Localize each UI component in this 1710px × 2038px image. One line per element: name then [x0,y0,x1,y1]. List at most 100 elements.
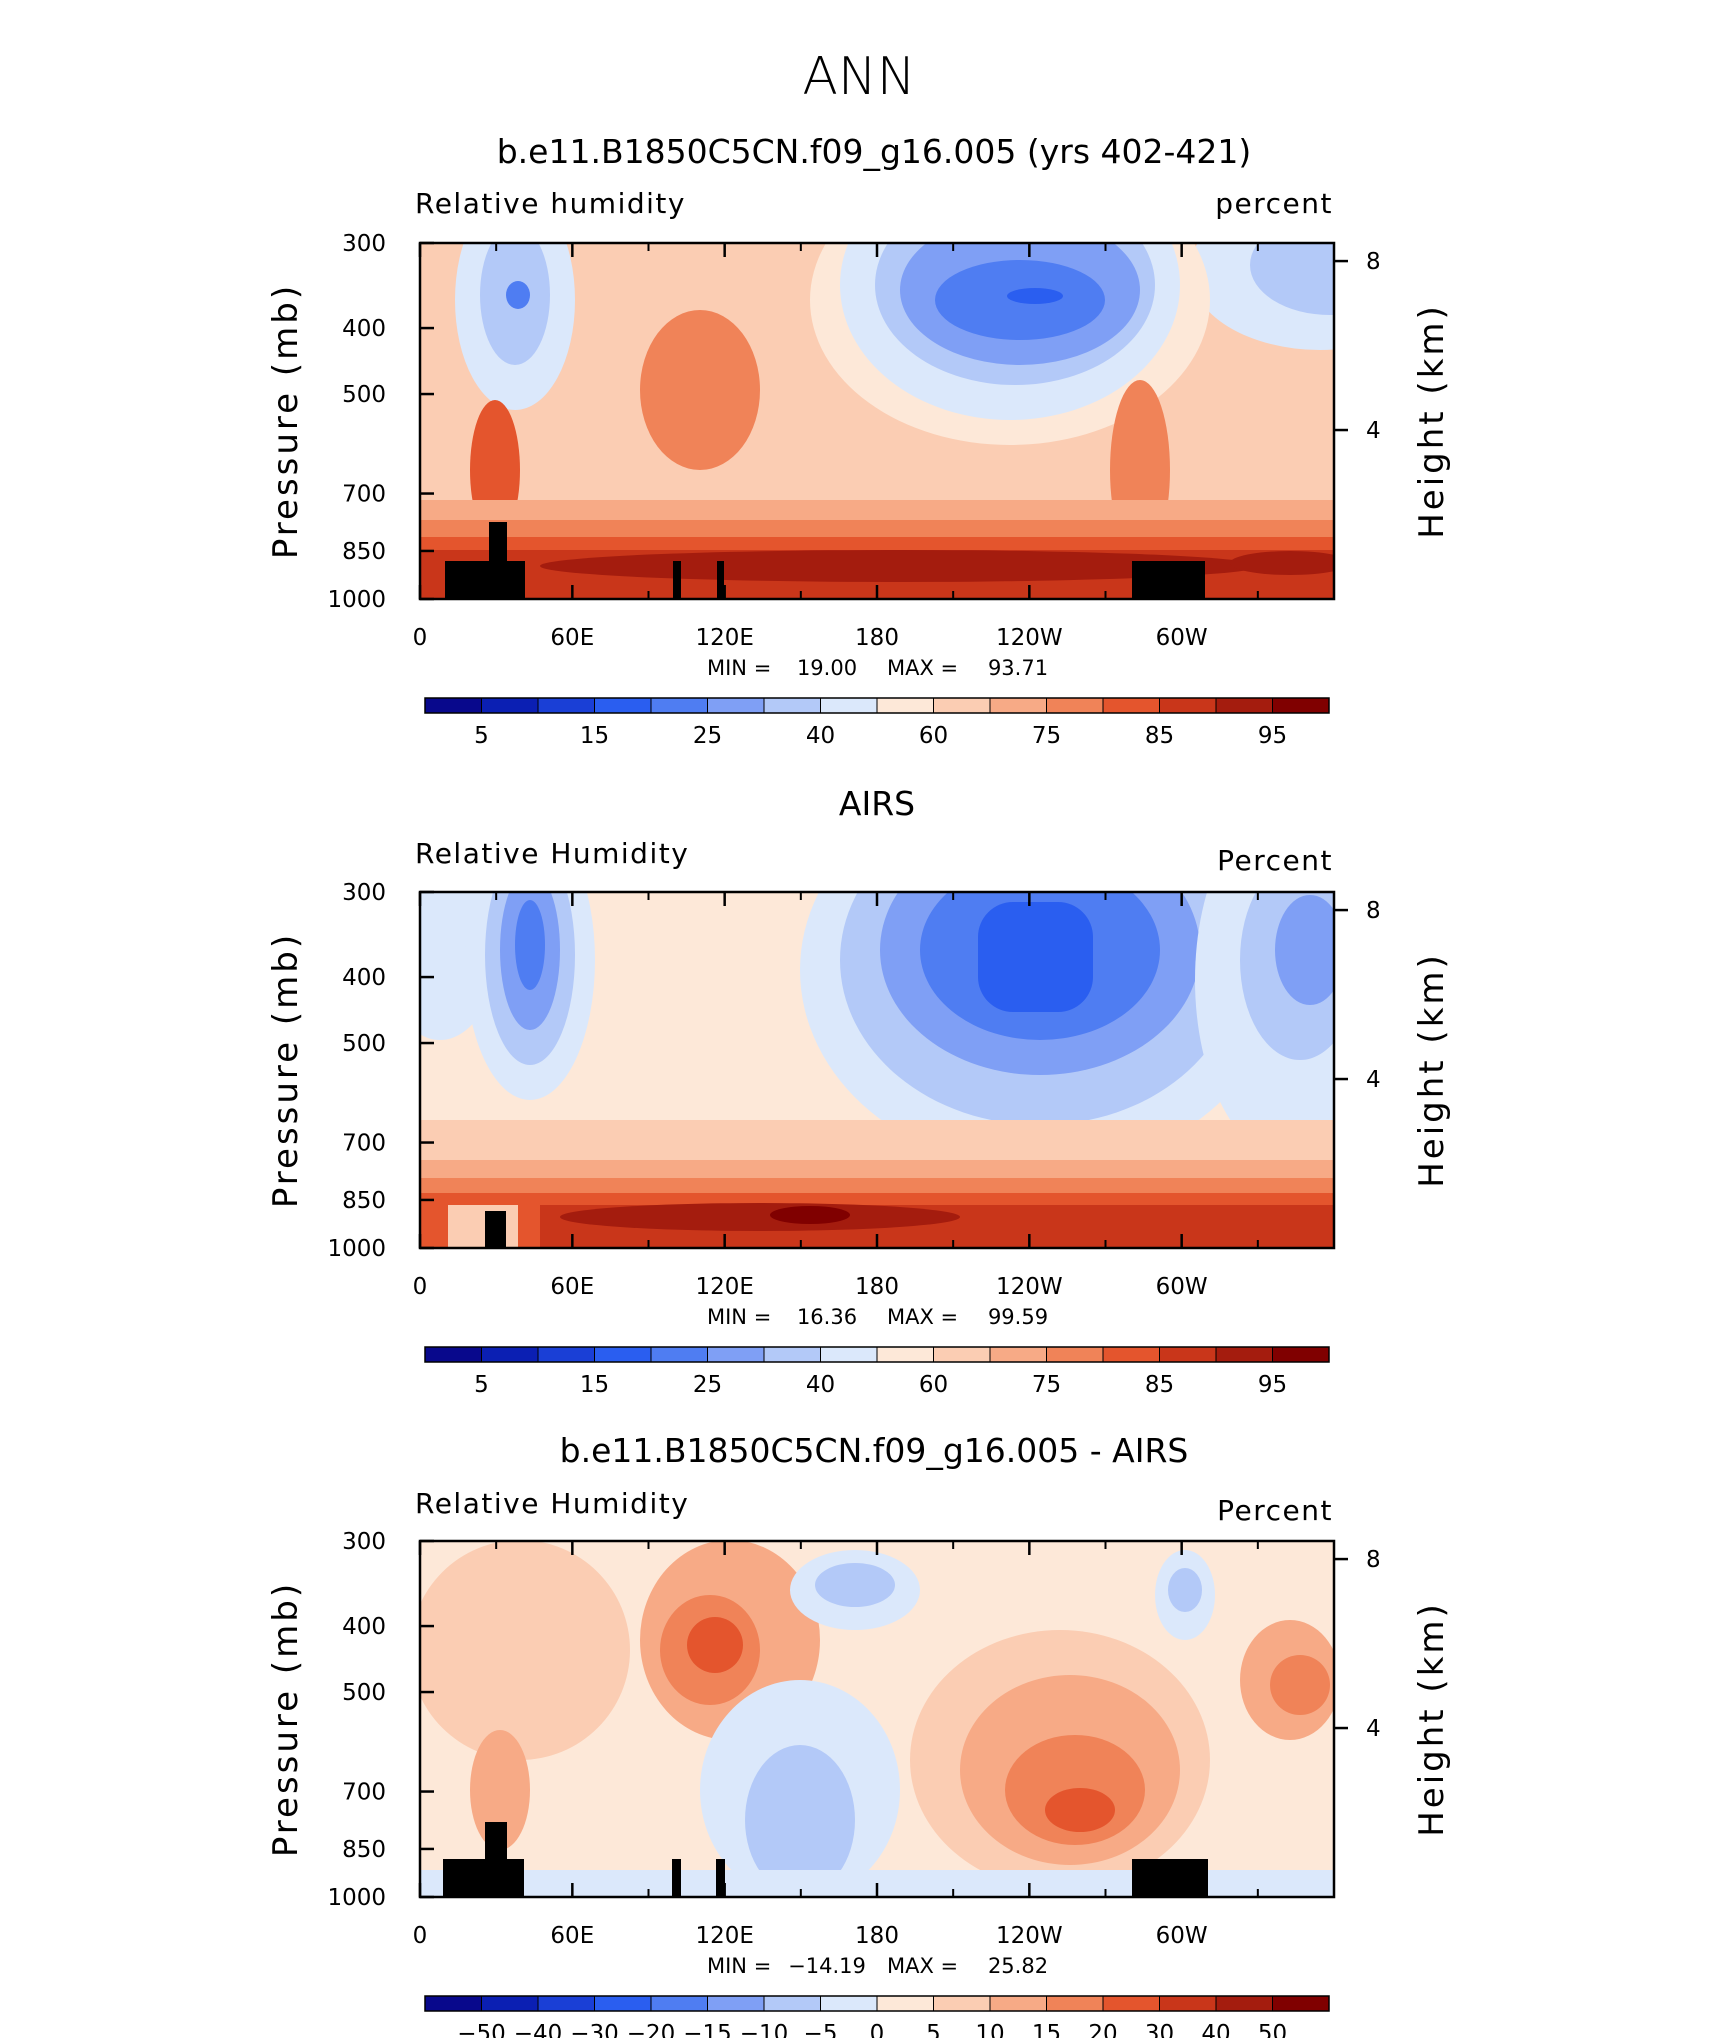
colorbar-tick-label: 15 [1032,2021,1061,2038]
topography [672,1859,681,1897]
x-tick-label: 60E [550,1274,594,1300]
colorbar-swatch [820,1995,878,2012]
colorbar-swatch [424,1346,482,1363]
variable-label: Relative Humidity [415,1487,689,1520]
y-right-axis-title: Height (km) [1412,1601,1452,1837]
y-right-tick-label: 4 [1366,1716,1381,1742]
topography [1132,1859,1208,1897]
colorbar-swatch [1272,1346,1330,1363]
topography [485,1822,507,1897]
colorbar-tick-label: 85 [1145,1372,1174,1398]
panel-title: AIRS [839,784,915,823]
colorbar-tick-label: 0 [870,2021,885,2038]
colorbar-swatch [763,1995,821,2012]
topography [717,561,724,599]
y-tick-label: 500 [342,382,386,408]
colorbar: 5 15 25 40 60 75 85 95 [424,697,1330,749]
min-label: MIN = [707,656,771,680]
contour-band [420,1541,630,1760]
max-label: MAX = [887,1305,958,1329]
y-tick-label: 700 [342,1131,386,1157]
colorbar-swatch [707,1346,765,1363]
x-tick-label: 180 [855,1274,899,1300]
x-tick-label: 60E [550,1923,594,1949]
topography [489,522,507,599]
topography [673,561,681,599]
units-label: Percent [1217,844,1333,877]
max-label: MAX = [887,1954,958,1978]
colorbar-swatch [933,1346,991,1363]
y-right-tick-label: 8 [1366,1547,1381,1573]
contour-band [470,1730,530,1850]
colorbar-tick-label: 60 [919,723,948,749]
topography [1132,561,1205,599]
x-tick-label: 0 [413,1923,428,1949]
colorbar-swatch [594,1995,652,2012]
colorbar-swatch [650,697,708,714]
colorbar-swatch [820,1346,878,1363]
colorbar-swatch [876,1995,934,2012]
topography [445,561,525,599]
y-right-tick-label: 4 [1366,418,1381,444]
colorbar-swatch [1159,697,1217,714]
x-tick-label: 120E [695,1274,753,1300]
colorbar-swatch [763,697,821,714]
colorbar-swatch [707,1995,765,2012]
colorbar-tick-label: −10 [740,2021,789,2038]
x-tick-label: 120W [996,625,1063,651]
y-axis-title: Pressure (mb) [266,932,306,1208]
units-label: percent [1215,187,1333,220]
panel-difference: b.e11.B1850C5CN.f09_g16.005 - AIRS Relat… [266,1431,1452,2038]
colorbar-swatch [1159,1995,1217,2012]
y-tick-label: 850 [342,1837,386,1863]
colorbar-swatch [1272,1995,1330,2012]
y-tick-label: 300 [342,1529,386,1555]
y-tick-label: 850 [342,1188,386,1214]
colorbar-swatch [1215,697,1273,714]
colorbar-swatch [1046,697,1104,714]
colorbar-tick-label: −40 [514,2021,563,2038]
colorbar-tick-label: 40 [806,1372,835,1398]
contour-band [515,900,545,990]
y-right-tick-label: 8 [1366,898,1381,924]
min-label: MIN = [707,1954,771,1978]
topography [485,1211,506,1248]
y-tick-label: 700 [342,482,386,508]
colorbar-swatch [1215,1995,1273,2012]
y-right-axis-title: Height (km) [1412,952,1452,1188]
colorbar-tick-label: 10 [975,2021,1004,2038]
colorbar: −50 −40 −30 −20 −15 −10 −5 0 5 10 15 20 30 40 50 [424,1995,1330,2038]
colorbar-swatch [707,697,765,714]
colorbar-tick-label: 75 [1032,723,1061,749]
colorbar-swatch [1102,697,1160,714]
colorbar-tick-label: 5 [926,2021,941,2038]
y-tick-label: 400 [342,965,386,991]
colorbar-tick-label: −50 [457,2021,506,2038]
x-tick-label: 60W [1156,625,1208,651]
contour-band [1250,243,1334,315]
y-tick-label: 1000 [327,587,386,613]
colorbar-swatch [1272,697,1330,714]
y-tick-label: 300 [342,880,386,906]
contour-band [745,1745,855,1895]
panel-title: b.e11.B1850C5CN.f09_g16.005 (yrs 402-421… [497,132,1252,171]
max-value: 93.71 [988,656,1048,680]
colorbar-swatch [876,697,934,714]
colorbar-swatch [989,1346,1047,1363]
min-value: 19.00 [797,656,857,680]
y-tick-label: 300 [342,231,386,257]
colorbar-tick-label: 50 [1258,2021,1287,2038]
colorbar-swatch [876,1346,934,1363]
contour-band [1270,1655,1330,1715]
colorbar-swatch [763,1346,821,1363]
colorbar-swatch [424,697,482,714]
colorbar-swatch [1159,1346,1217,1363]
colorbar-tick-label: 30 [1145,2021,1174,2038]
panel-model: b.e11.B1850C5CN.f09_g16.005 (yrs 402-421… [266,132,1452,749]
y-tick-label: 400 [342,316,386,342]
y-axis-title: Pressure (mb) [266,283,306,559]
x-tick-label: 60W [1156,1923,1208,1949]
contour-band [448,1205,518,1248]
topography [716,1859,725,1897]
